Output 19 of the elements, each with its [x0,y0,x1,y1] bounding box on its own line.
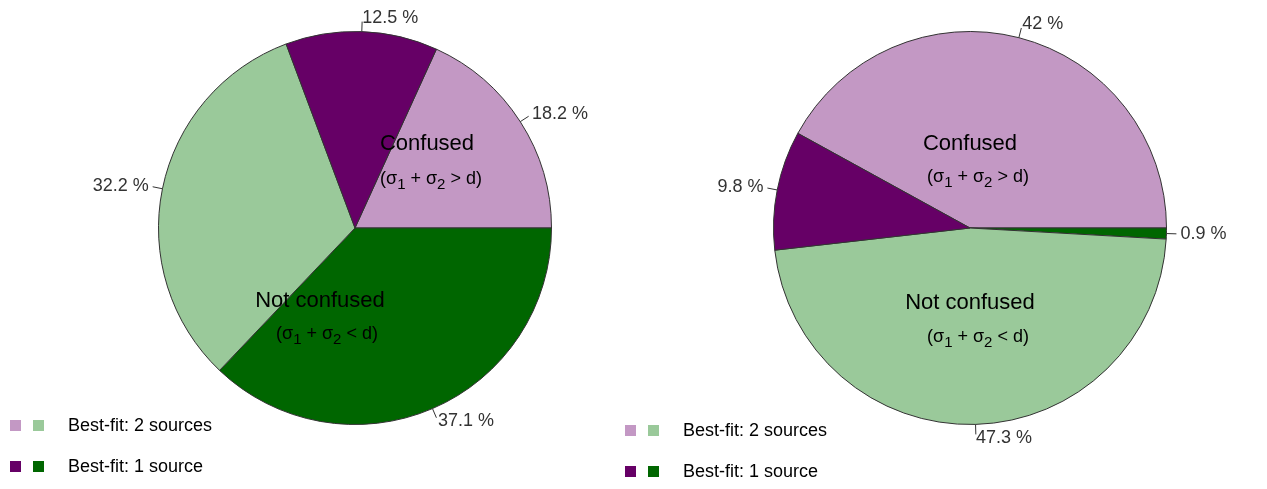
text: (σ$_{1}$ + σ$_{2}$ > d) [927,166,1029,190]
data-label: 9.8 % [717,176,764,197]
data-label: 12.5 % [362,6,419,27]
text: Not confused [905,289,1035,315]
data-label: 0.9 % [1180,222,1227,243]
data-label: 37.1 % [437,410,495,431]
data-label: 47.3 % [975,427,1032,448]
text: Best-fit: 1 source [68,456,204,477]
text: Not confused [255,287,385,313]
data-label: 42 % [1022,13,1064,34]
text: (σ$_{1}$ + σ$_{2}$ < d) [276,323,378,347]
data-label: 32.2 % [92,174,149,195]
text: (σ$_{1}$ + σ$_{2}$ > d) [380,168,482,192]
text: Confused [922,130,1018,156]
text: Best-fit: 2 sources [68,415,213,436]
text: Best-fit: 2 sources [683,420,828,441]
text: Best-fit: 1 source [683,461,819,482]
data-label: 18.2 % [532,103,589,124]
text: (σ$_{1}$ + σ$_{2}$ < d) [927,326,1029,350]
